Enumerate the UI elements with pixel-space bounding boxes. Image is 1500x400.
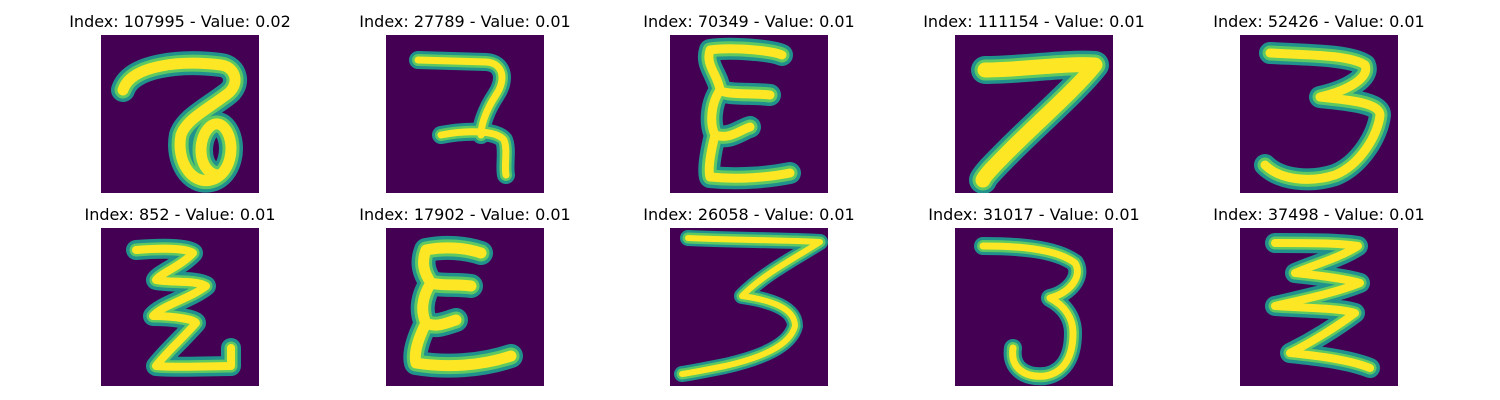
panel-9: Index: 31017 - Value: 0.01 bbox=[894, 205, 1174, 390]
digit-image bbox=[1240, 35, 1398, 193]
panel-10: Index: 37498 - Value: 0.01 bbox=[1179, 205, 1459, 390]
digit-image bbox=[386, 35, 544, 193]
panel-8: Index: 26058 - Value: 0.01 bbox=[609, 205, 889, 390]
digit-image bbox=[101, 35, 259, 193]
digit-image bbox=[955, 228, 1113, 386]
digit-image bbox=[101, 228, 259, 386]
panel-title: Index: 37498 - Value: 0.01 bbox=[1213, 205, 1425, 224]
digit-image bbox=[386, 228, 544, 386]
panel-title: Index: 17902 - Value: 0.01 bbox=[359, 205, 571, 224]
panel-1: Index: 107995 - Value: 0.02 bbox=[40, 12, 320, 197]
panel-title: Index: 852 - Value: 0.01 bbox=[84, 205, 276, 224]
panel-7: Index: 17902 - Value: 0.01 bbox=[325, 205, 605, 390]
digit-image bbox=[1240, 228, 1398, 386]
panel-title: Index: 31017 - Value: 0.01 bbox=[928, 205, 1140, 224]
digit-image bbox=[955, 35, 1113, 193]
panel-title: Index: 27789 - Value: 0.01 bbox=[359, 12, 571, 31]
panel-4: Index: 111154 - Value: 0.01 bbox=[894, 12, 1174, 197]
panel-title: Index: 52426 - Value: 0.01 bbox=[1213, 12, 1425, 31]
panel-5: Index: 52426 - Value: 0.01 bbox=[1179, 12, 1459, 197]
digit-image bbox=[670, 228, 828, 386]
panel-title: Index: 111154 - Value: 0.01 bbox=[923, 12, 1145, 31]
panel-title: Index: 70349 - Value: 0.01 bbox=[643, 12, 855, 31]
panel-2: Index: 27789 - Value: 0.01 bbox=[325, 12, 605, 197]
digit-image bbox=[670, 35, 828, 193]
panel-title: Index: 107995 - Value: 0.02 bbox=[69, 12, 291, 31]
panel-title: Index: 26058 - Value: 0.01 bbox=[643, 205, 855, 224]
panel-6: Index: 852 - Value: 0.01 bbox=[40, 205, 320, 390]
panel-3: Index: 70349 - Value: 0.01 bbox=[609, 12, 889, 197]
